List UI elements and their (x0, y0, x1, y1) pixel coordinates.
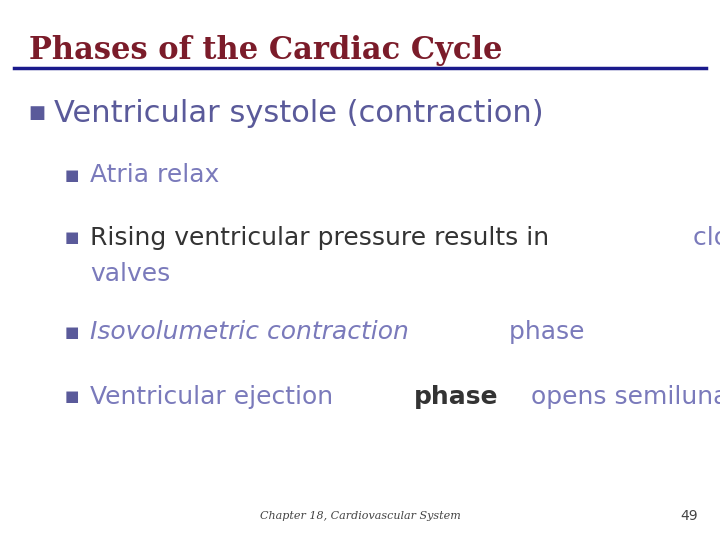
Text: valves: valves (90, 262, 170, 286)
Text: Ventricular ejection: Ventricular ejection (90, 385, 341, 409)
Text: Ventricular systole (contraction): Ventricular systole (contraction) (54, 99, 544, 128)
Text: ■: ■ (65, 230, 79, 245)
Text: 49: 49 (681, 509, 698, 523)
Text: ■: ■ (65, 325, 79, 340)
Text: Rising ventricular pressure results in: Rising ventricular pressure results in (90, 226, 557, 249)
Text: ■: ■ (65, 389, 79, 404)
Text: phase: phase (501, 320, 585, 344)
Text: Isovolumetric contraction: Isovolumetric contraction (90, 320, 409, 344)
Text: ■: ■ (65, 168, 79, 183)
Text: Phases of the Cardiac Cycle: Phases of the Cardiac Cycle (29, 35, 503, 66)
Text: Ventricular ejection: Ventricular ejection (90, 385, 341, 409)
Text: Isovolumetric contraction: Isovolumetric contraction (90, 320, 409, 344)
Text: Rising ventricular pressure results in: Rising ventricular pressure results in (90, 226, 557, 249)
Text: phase: phase (414, 385, 498, 409)
Text: closing of AV: closing of AV (693, 226, 720, 249)
Text: Chapter 18, Cardiovascular System: Chapter 18, Cardiovascular System (260, 511, 460, 521)
Text: Atria relax: Atria relax (90, 164, 220, 187)
Text: opens semilunar valves: opens semilunar valves (523, 385, 720, 409)
Text: ■: ■ (29, 104, 46, 123)
Text: phase: phase (414, 385, 498, 409)
